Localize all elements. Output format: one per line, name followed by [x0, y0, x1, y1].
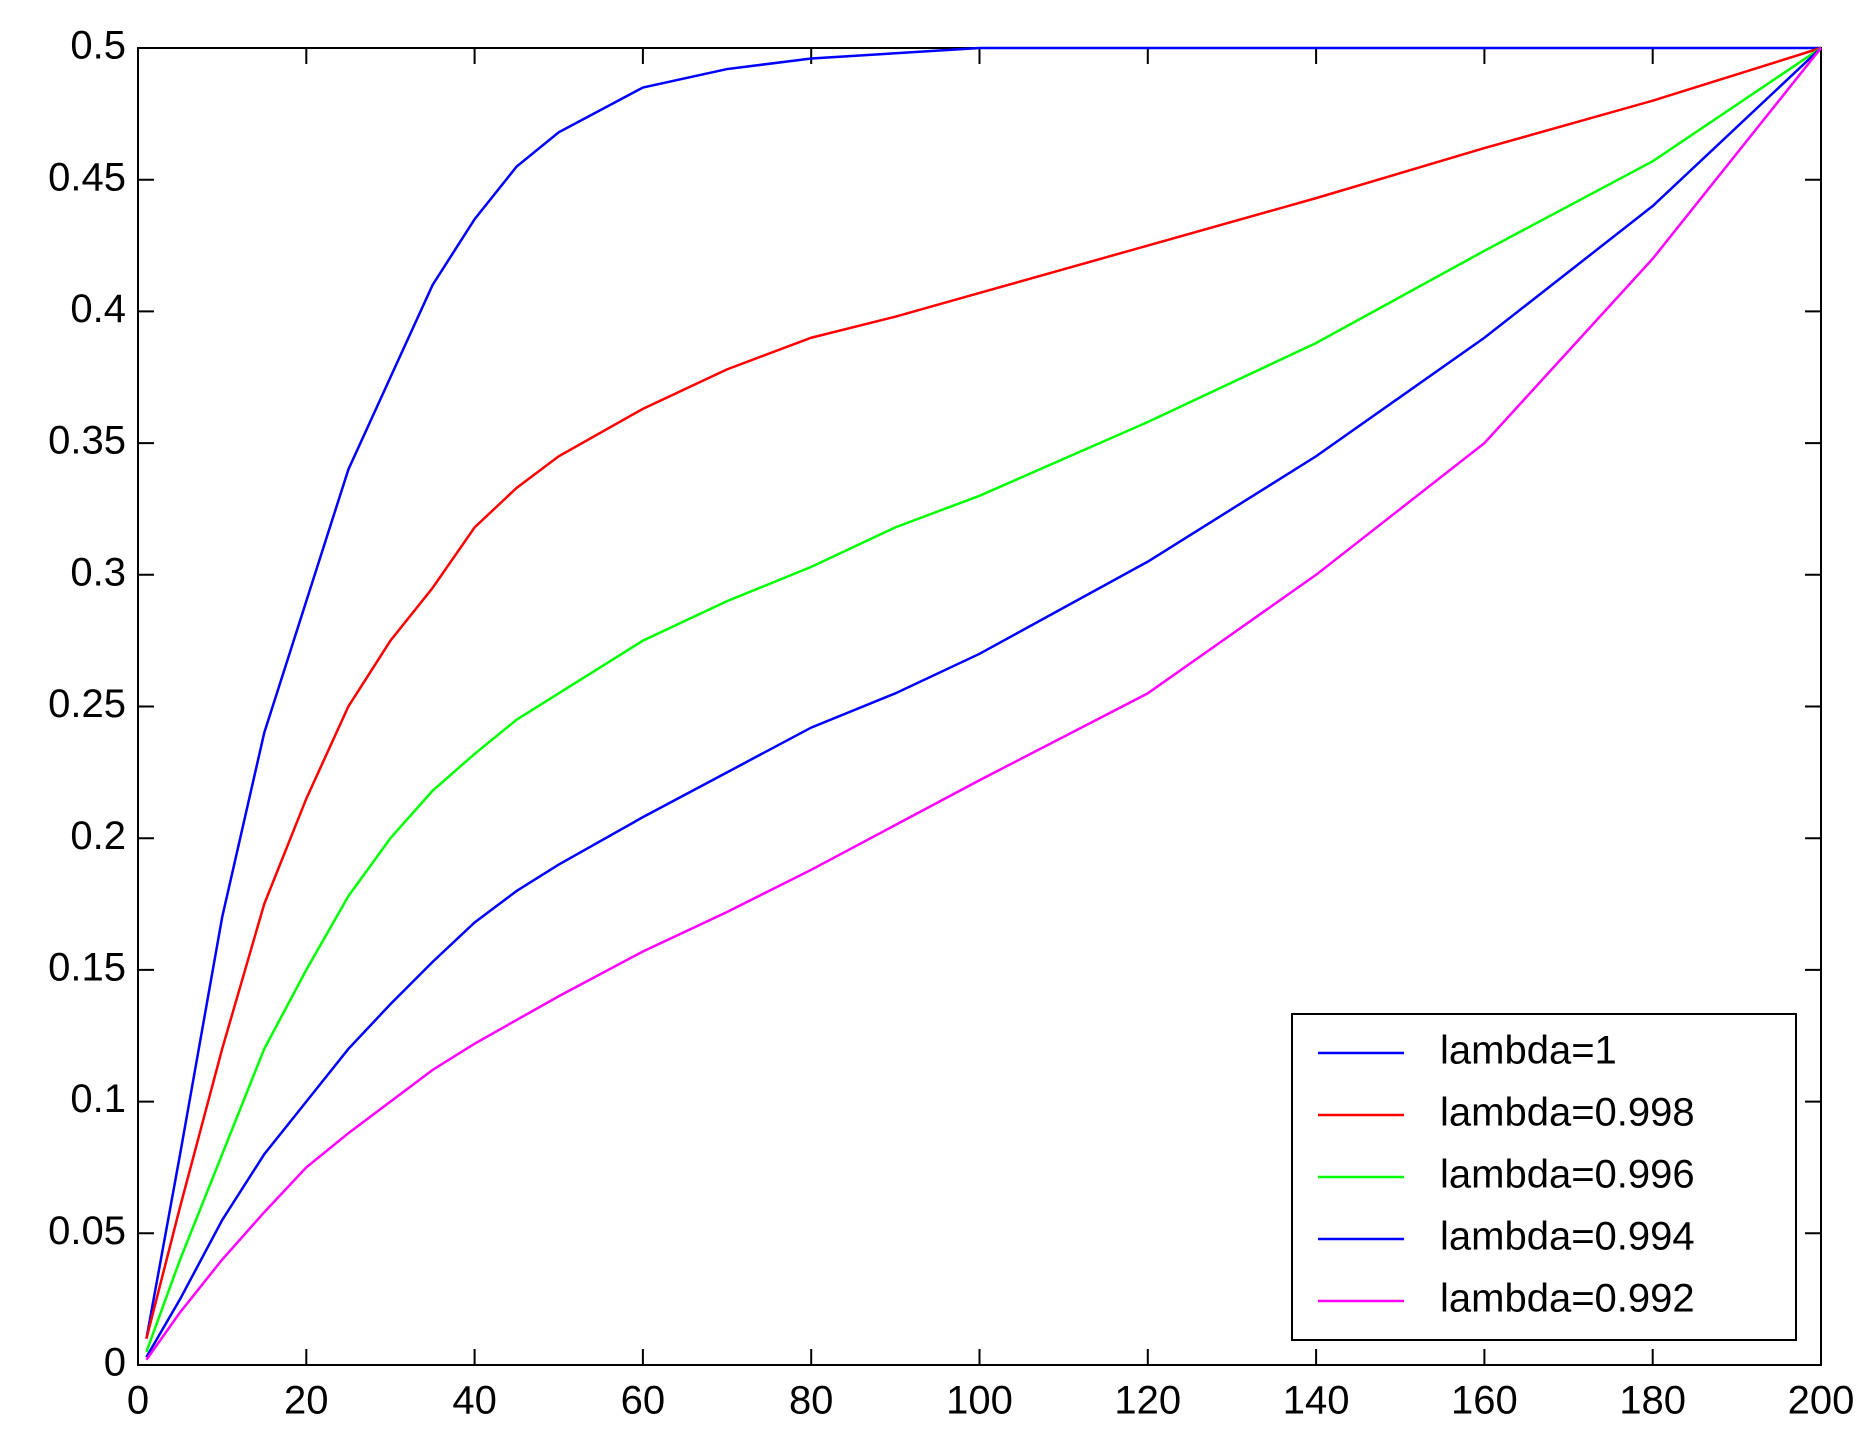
- x-tick-label: 200: [1788, 1379, 1855, 1423]
- x-tick-label: 0: [127, 1379, 149, 1423]
- legend-label: lambda=0.996: [1440, 1153, 1695, 1197]
- legend-label: lambda=0.994: [1440, 1215, 1695, 1259]
- series-line: [145, 46, 1822, 1353]
- x-tick-label: 40: [452, 1379, 497, 1423]
- y-tick-label: 0.15: [48, 945, 126, 989]
- legend-label: lambda=0.992: [1440, 1277, 1695, 1321]
- x-tick-label: 20: [284, 1379, 329, 1423]
- y-tick-label: 0.45: [48, 155, 126, 199]
- y-tick-label: 0: [104, 1341, 126, 1385]
- y-tick-label: 0.35: [48, 419, 126, 463]
- x-tick-label: 100: [946, 1379, 1013, 1423]
- x-tick-label: 60: [621, 1379, 666, 1423]
- y-tick-label: 0.1: [70, 1077, 126, 1121]
- y-tick-label: 0.25: [48, 682, 126, 726]
- x-tick-label: 120: [1114, 1379, 1181, 1423]
- y-tick-label: 0.2: [70, 814, 126, 858]
- series-line: [145, 46, 1822, 1339]
- x-tick-label: 140: [1283, 1379, 1350, 1423]
- series-line: [145, 47, 1822, 1358]
- y-tick-label: 0.5: [70, 24, 126, 68]
- x-tick-label: 80: [789, 1379, 834, 1423]
- series-line: [145, 47, 1822, 1361]
- y-tick-label: 0.05: [48, 1209, 126, 1253]
- x-tick-label: 180: [1619, 1379, 1686, 1423]
- legend-label: lambda=1: [1440, 1029, 1617, 1073]
- x-tick-label: 160: [1451, 1379, 1518, 1423]
- legend-label: lambda=0.998: [1440, 1091, 1695, 1135]
- y-tick-label: 0.4: [70, 287, 126, 331]
- y-tick-label: 0.3: [70, 550, 126, 594]
- series-line: [145, 46, 1821, 1339]
